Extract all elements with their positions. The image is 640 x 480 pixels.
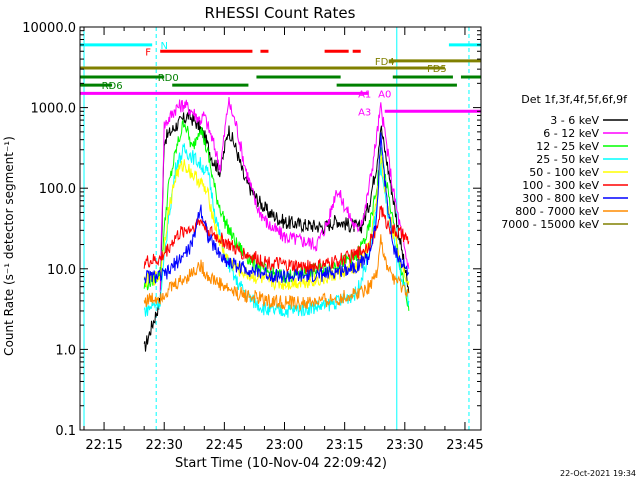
series-line-6-12-kev <box>159 96 410 293</box>
legend-entry-label: 25 - 50 keV <box>536 153 599 166</box>
state-label-n: N <box>160 41 167 52</box>
chart-title: RHESSI Count Rates <box>205 4 356 22</box>
state-label-f: F <box>145 47 151 58</box>
y-tick-label: 100.0 <box>39 182 76 197</box>
state-label-a0: A0 <box>378 89 391 100</box>
state-label-rd6: RD6 <box>102 81 123 92</box>
series-line-800-7000-kev <box>143 234 410 313</box>
legend-entry-label: 50 - 100 keV <box>529 166 599 179</box>
state-label-fd5: FD5 <box>427 64 447 75</box>
series-line-3-6-kev <box>143 109 410 352</box>
state-label-fd4: FD4 <box>375 57 395 68</box>
y-tick-label: 0.1 <box>55 424 76 439</box>
series-line-100-300-kev <box>143 205 410 274</box>
x-tick-label: 22:15 <box>85 438 122 453</box>
legend-entry-label: 300 - 800 keV <box>522 192 599 205</box>
state-label-a3: A3 <box>358 107 371 118</box>
timestamp: 22-Oct-2021 19:34 <box>560 469 636 478</box>
x-tick-label: 23:45 <box>446 438 483 453</box>
y-tick-label: 10.0 <box>47 263 76 278</box>
legend-entry-label: 3 - 6 keV <box>550 114 599 127</box>
legend-entry-label: 7000 - 15000 keV <box>501 218 599 231</box>
y-tick-label: 1000.0 <box>31 102 77 117</box>
y-axis-label: Count Rate (s⁻¹ detector segment⁻¹) <box>2 136 16 356</box>
legend-entry-label: 12 - 25 keV <box>536 140 599 153</box>
x-axis-label: Start Time (10-Nov-04 22:09:42) <box>175 456 387 471</box>
y-tick-label: 1.0 <box>55 343 76 358</box>
x-tick-label: 22:45 <box>206 438 243 453</box>
x-tick-label: 23:30 <box>386 438 423 453</box>
y-tick-label: 10000.0 <box>22 21 76 36</box>
legend-entry-label: 100 - 300 keV <box>522 179 599 192</box>
legend-title: Det 1f,3f,4f,5f,6f,9f <box>521 93 628 106</box>
series-line-25-50-kev <box>143 143 410 318</box>
x-tick-label: 22:30 <box>145 438 182 453</box>
series-line-300-800-kev <box>143 132 410 284</box>
x-tick-label: 23:00 <box>266 438 303 453</box>
legend-entry-label: 6 - 12 keV <box>543 127 599 140</box>
plot-frame <box>79 26 482 431</box>
x-tick-label: 23:15 <box>326 438 363 453</box>
legend-entry-label: 800 - 7000 keV <box>515 205 599 218</box>
state-label-rd0: RD0 <box>158 73 179 84</box>
state-label-a1: A1 <box>358 89 371 100</box>
